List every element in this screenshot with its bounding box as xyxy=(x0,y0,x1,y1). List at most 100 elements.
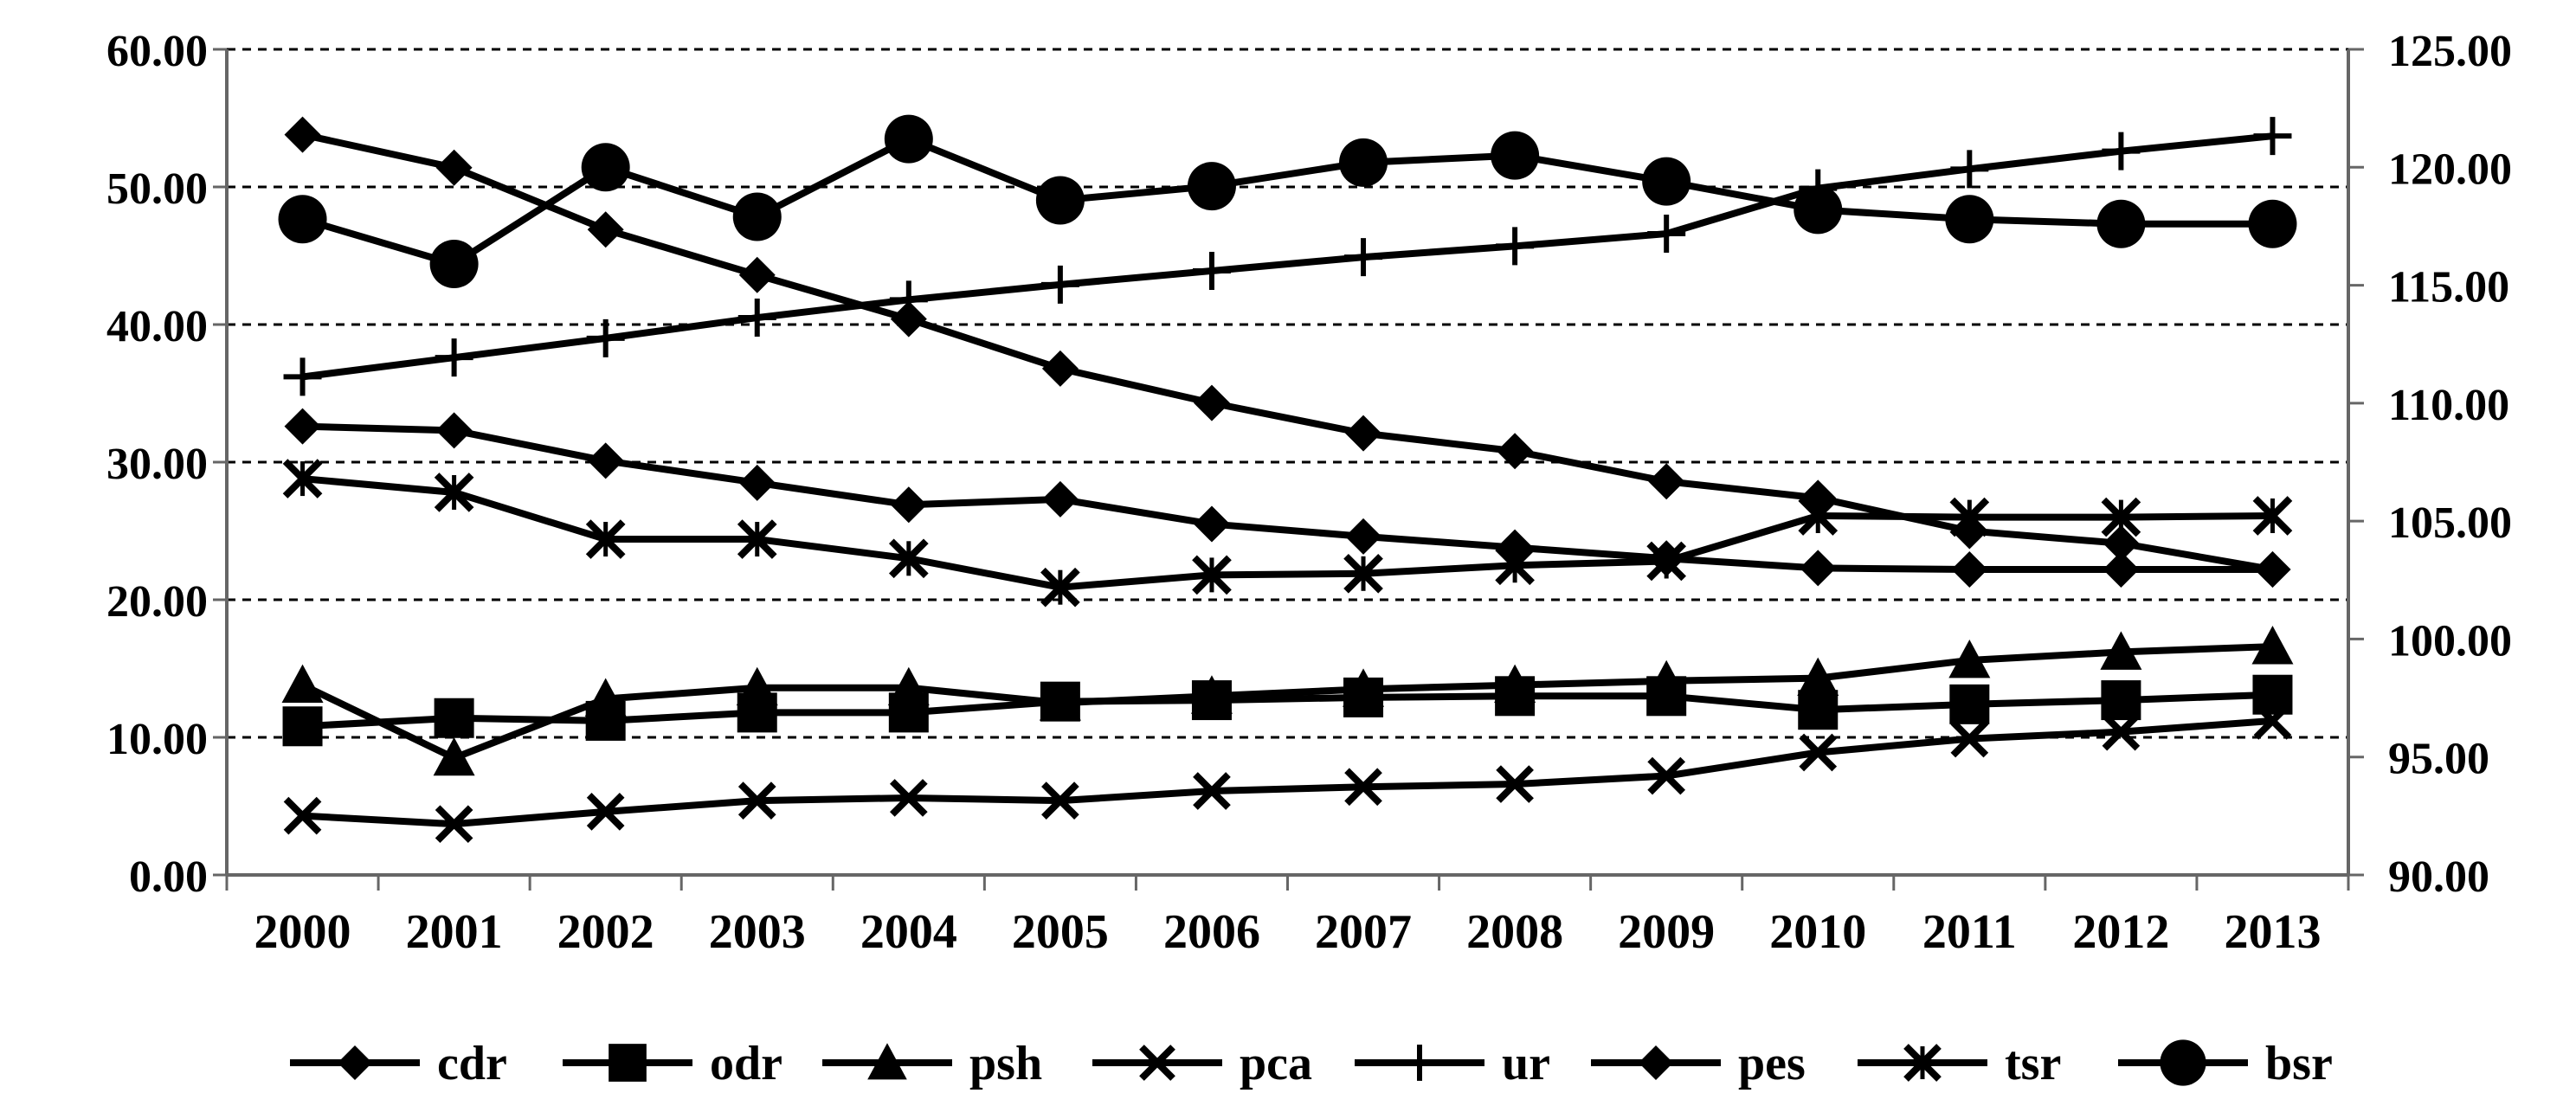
data-point-bsr-shape xyxy=(278,195,327,244)
data-point-psh xyxy=(2251,626,2294,665)
data-point-tsr xyxy=(1798,496,1839,536)
data-point-pca-stroke xyxy=(1193,772,1231,810)
data-point-psh-shape xyxy=(887,666,930,706)
data-point-pes xyxy=(738,464,776,501)
legend-item-psh: psh xyxy=(822,1037,1042,1090)
legend-item-pca: pca xyxy=(1092,1037,1312,1090)
data-point-pes xyxy=(1345,518,1382,555)
data-point-psh-shape xyxy=(1039,682,1081,721)
data-point-bsr-shape xyxy=(1035,176,1085,225)
x-tick-label: 2005 xyxy=(1012,905,1109,959)
legend-label: psh xyxy=(969,1037,1042,1090)
x-tick-label: 2004 xyxy=(860,905,957,959)
data-point-bsr-shape xyxy=(732,192,782,241)
legend-marker xyxy=(867,1043,907,1080)
data-point-odr xyxy=(282,706,323,747)
data-point-bsr xyxy=(1945,195,1994,244)
data-point-pes-shape xyxy=(1800,550,1837,587)
x-tick-label: 2006 xyxy=(1163,905,1260,959)
data-point-pes-shape xyxy=(1951,551,1988,588)
right-axis-tick-labels: 90.00 95.00 100.00 105.00 110.00 115.00 120.00… xyxy=(2388,27,2512,902)
series-cdr xyxy=(284,116,2291,588)
data-point-psh-shape xyxy=(584,678,627,717)
data-point-pca-stroke xyxy=(586,793,625,831)
data-point-cdr xyxy=(1041,350,1079,387)
data-point-tsr xyxy=(1343,553,1383,594)
data-point-bsr-shape xyxy=(2248,199,2297,248)
data-point-psh-shape xyxy=(1797,657,1839,697)
data-point-cdr xyxy=(284,116,321,153)
data-point-bsr xyxy=(1339,138,1388,187)
data-point-psh-shape xyxy=(2251,626,2294,665)
legend-label: pes xyxy=(1738,1037,1806,1090)
legend-marker xyxy=(338,1045,372,1080)
data-point-psh-shape xyxy=(1343,668,1385,707)
data-point-cdr-shape xyxy=(1041,350,1079,387)
axes xyxy=(213,48,2364,891)
right-tick-label: 105.00 xyxy=(2388,498,2512,548)
data-point-psh-shape xyxy=(433,736,475,776)
data-point-bsr-shape xyxy=(1491,131,1540,180)
legend-marker xyxy=(1639,1045,1673,1080)
data-point-ur xyxy=(2253,117,2292,156)
data-point-cdr xyxy=(435,149,473,186)
legend-marker-shape xyxy=(2160,1039,2206,1086)
legend-marker-shape xyxy=(338,1045,372,1080)
data-point-pca-stroke xyxy=(1041,781,1079,820)
data-point-bsr-shape xyxy=(1945,195,1994,244)
left-tick-label: 30.00 xyxy=(106,440,208,489)
data-point-pes-shape xyxy=(2254,551,2291,588)
left-tick-label: 10.00 xyxy=(106,715,208,764)
data-point-pca-stroke xyxy=(737,781,776,820)
data-point-psh xyxy=(1948,639,1991,678)
data-point-bsr-shape xyxy=(429,240,479,289)
data-point-cdr xyxy=(1648,463,1685,500)
data-point-odr-shape xyxy=(434,698,474,738)
data-point-pes xyxy=(1193,505,1230,543)
data-point-cdr-shape xyxy=(1193,384,1230,421)
data-point-pes xyxy=(2103,551,2140,588)
data-point-ur xyxy=(586,318,625,357)
data-point-bsr-shape xyxy=(2096,199,2146,248)
data-point-odr xyxy=(1798,690,1839,730)
data-point-pca xyxy=(1041,781,1079,820)
x-tick-label: 2003 xyxy=(709,905,806,959)
data-point-pca-stroke xyxy=(1799,733,1838,772)
legend-label: cdr xyxy=(437,1037,507,1090)
series-pca xyxy=(283,702,2292,843)
right-tick-label: 115.00 xyxy=(2388,263,2509,312)
legend-label: bsr xyxy=(2265,1037,2333,1090)
series-line-pca xyxy=(302,717,2273,828)
data-point-odr xyxy=(434,698,474,738)
left-tick-label: 0.00 xyxy=(129,852,208,902)
x-tick-label: 2008 xyxy=(1466,905,1563,959)
data-point-pca-stroke xyxy=(1496,765,1534,803)
data-point-cdr-shape xyxy=(2103,524,2140,562)
data-point-ur xyxy=(1040,265,1079,304)
data-point-odr-shape xyxy=(2101,680,2141,721)
data-point-cdr-shape xyxy=(1345,415,1382,452)
right-tick-label: 120.00 xyxy=(2388,145,2512,194)
left-tick-label: 60.00 xyxy=(106,27,208,76)
legend: cdr odr psh pca ur pes tsr bsr xyxy=(290,1037,2333,1090)
data-point-pca xyxy=(2102,712,2141,751)
data-point-pca-stroke xyxy=(1647,756,1686,795)
legend-marker-shape xyxy=(1639,1045,1673,1080)
data-point-psh xyxy=(281,664,324,703)
data-point-bsr-shape xyxy=(1794,185,1843,235)
data-point-cdr-shape xyxy=(284,116,321,153)
data-point-ur xyxy=(737,299,776,338)
data-point-pca-stroke xyxy=(889,779,928,817)
data-point-psh xyxy=(433,736,475,776)
data-point-pes xyxy=(1800,550,1837,587)
series-lines xyxy=(278,114,2297,843)
series-line-psh xyxy=(300,643,2273,762)
x-tick-label: 2013 xyxy=(2224,905,2321,959)
data-point-psh xyxy=(887,666,930,706)
legend-label: pca xyxy=(1240,1037,1312,1090)
data-point-odr xyxy=(1949,684,1990,724)
data-point-pca xyxy=(737,781,776,820)
data-point-odr-shape xyxy=(1798,690,1839,730)
series-line-pes xyxy=(302,422,2273,574)
